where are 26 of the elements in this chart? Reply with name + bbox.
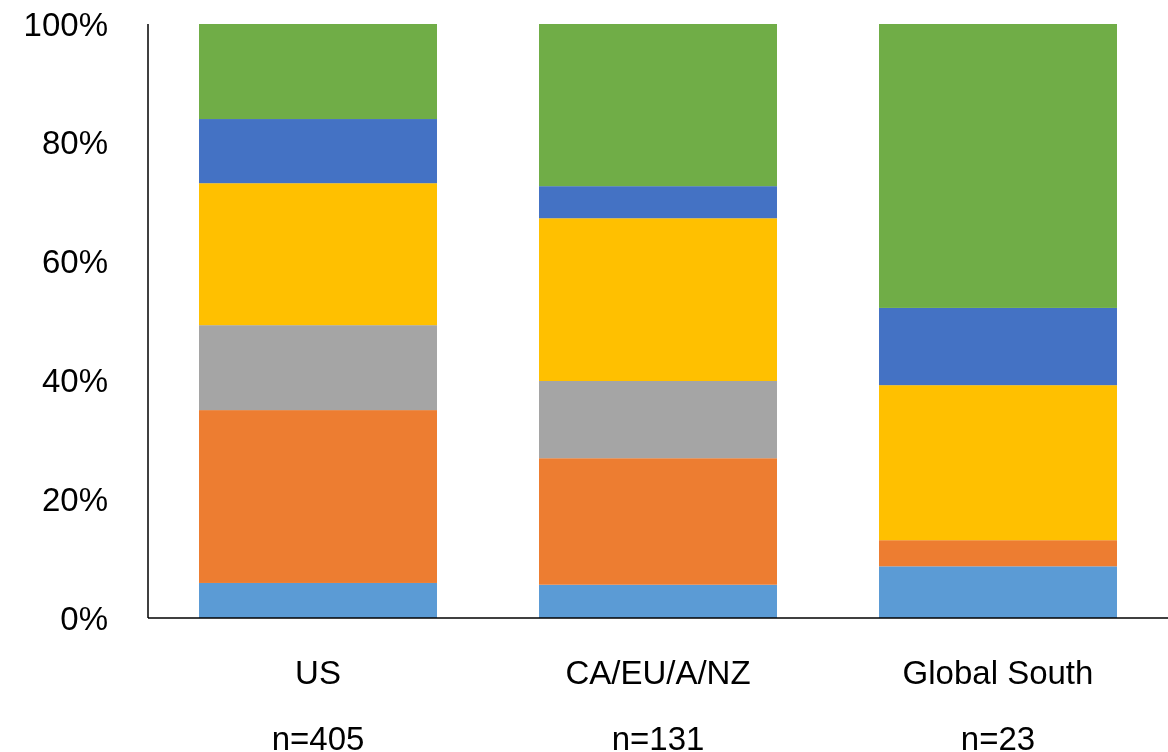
y-tick-label: 100% xyxy=(23,5,108,43)
bar xyxy=(199,119,437,184)
bar xyxy=(879,307,1117,386)
bar xyxy=(879,385,1117,541)
bar xyxy=(539,380,777,459)
bar xyxy=(199,582,437,618)
bar xyxy=(539,584,777,618)
y-tick-label: 40% xyxy=(41,361,108,399)
x-tick-label: CA/EU/A/NZ n=131 xyxy=(565,654,751,752)
bar xyxy=(879,566,1117,618)
y-tick-label: 20% xyxy=(41,480,108,518)
bar xyxy=(199,183,437,326)
bar xyxy=(539,24,777,187)
bar xyxy=(539,458,777,585)
bar xyxy=(199,325,437,411)
x-tick-label: US n=405 xyxy=(271,654,365,752)
y-tick-label: 60% xyxy=(41,243,108,281)
x-tick-label: Global South n=23 xyxy=(902,654,1094,752)
bar xyxy=(879,24,1117,308)
bar xyxy=(199,24,437,120)
bar xyxy=(199,410,437,583)
bar xyxy=(539,186,777,219)
y-tick-label: 80% xyxy=(41,124,108,162)
bar xyxy=(879,540,1117,567)
bar xyxy=(539,218,777,381)
y-tick-label: 0% xyxy=(60,599,108,637)
